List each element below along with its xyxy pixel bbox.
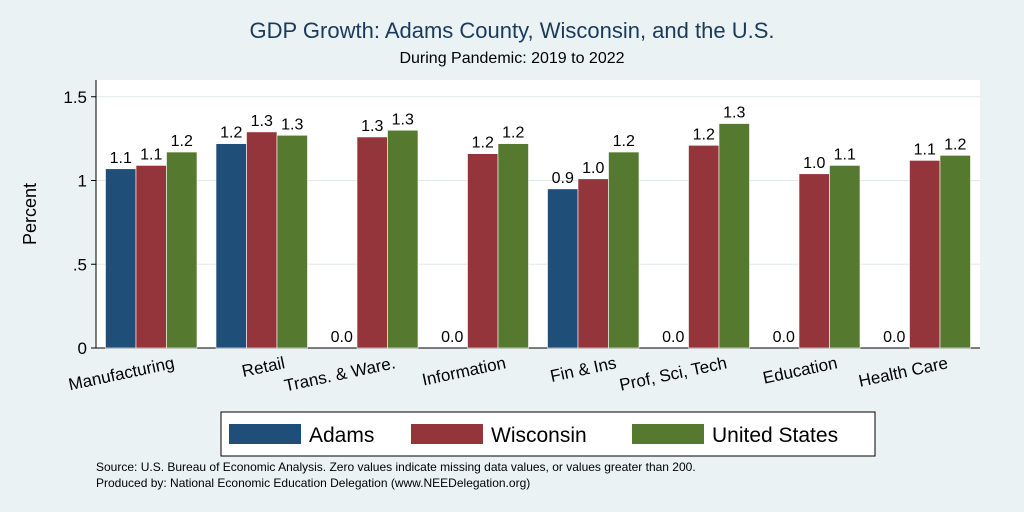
bar-united-states	[276, 134, 308, 349]
x-tick-label: Trans. & Ware.	[283, 353, 398, 395]
data-label: 1.2	[502, 125, 524, 142]
y-axis-label: Percent	[20, 183, 40, 245]
data-label: 1.2	[472, 135, 494, 152]
bar-wisconsin	[909, 160, 941, 349]
chart-title: GDP Growth: Adams County, Wisconsin, and…	[249, 18, 775, 43]
y-tick-label: 0	[78, 339, 87, 358]
bar-adams	[215, 143, 247, 349]
bar-adams	[105, 168, 137, 349]
data-label: 1.2	[613, 133, 635, 150]
bar-united-states	[939, 155, 971, 349]
legend-swatch	[229, 424, 301, 444]
data-label: 0.0	[331, 329, 353, 346]
data-label: 1.3	[281, 116, 303, 133]
x-tick-label: Retail	[240, 353, 286, 381]
y-tick-label: .5	[73, 255, 87, 274]
data-label: 0.0	[441, 329, 463, 346]
data-label: 1.2	[171, 133, 193, 150]
data-label: 1.3	[723, 105, 745, 122]
data-label: 1.3	[361, 118, 383, 135]
y-tick-label: 1.5	[63, 88, 87, 107]
x-tick-label: Health Care	[857, 353, 950, 390]
x-tick-label: Information	[420, 353, 507, 389]
bar-wisconsin	[135, 165, 167, 349]
bar-wisconsin	[246, 131, 278, 349]
data-label: 1.1	[914, 141, 936, 158]
bar-wisconsin	[688, 145, 720, 349]
data-label: 1.2	[944, 136, 966, 153]
x-tick-label: Education	[761, 353, 839, 387]
data-label: 1.2	[220, 125, 242, 142]
data-label: 0.0	[773, 329, 795, 346]
bar-wisconsin	[356, 136, 388, 349]
legend-box	[220, 411, 876, 457]
legend-label: Wisconsin	[491, 424, 587, 447]
bar-wisconsin	[577, 178, 609, 349]
data-label: 0.0	[883, 329, 905, 346]
legend-swatch	[632, 424, 704, 444]
bar-united-states	[718, 123, 750, 349]
x-tick-label: Manufacturing	[67, 353, 176, 394]
source-note: Source: U.S. Bureau of Economic Analysis…	[96, 460, 696, 474]
x-tick-label: Prof, Sci, Tech	[618, 353, 729, 394]
bar-united-states	[387, 129, 419, 349]
data-label: 1.1	[110, 150, 132, 167]
chart-subtitle: During Pandemic: 2019 to 2022	[399, 50, 625, 67]
bar-united-states	[608, 151, 640, 349]
produced-note: Produced by: National Economic Education…	[96, 476, 531, 490]
bar-wisconsin	[467, 153, 499, 349]
data-label: 1.0	[582, 160, 604, 177]
data-label: 1.3	[251, 113, 273, 130]
x-tick-label: Fin & Ins	[549, 353, 619, 386]
legend-label: United States	[712, 424, 838, 447]
legend-label: Adams	[309, 424, 374, 447]
bar-united-states	[829, 165, 861, 349]
data-label: 1.0	[803, 155, 825, 172]
data-label: 1.1	[140, 146, 162, 163]
data-label: 1.1	[834, 146, 856, 163]
y-tick-label: 1	[78, 172, 87, 191]
data-label: 1.3	[392, 111, 414, 128]
bar-adams	[547, 188, 579, 349]
bar-united-states	[166, 151, 198, 349]
data-label: 1.2	[693, 126, 715, 143]
data-label: 0.0	[662, 329, 684, 346]
legend-swatch	[411, 424, 483, 444]
data-label: 0.9	[552, 170, 574, 187]
bar-wisconsin	[798, 173, 830, 349]
bar-united-states	[497, 143, 529, 349]
